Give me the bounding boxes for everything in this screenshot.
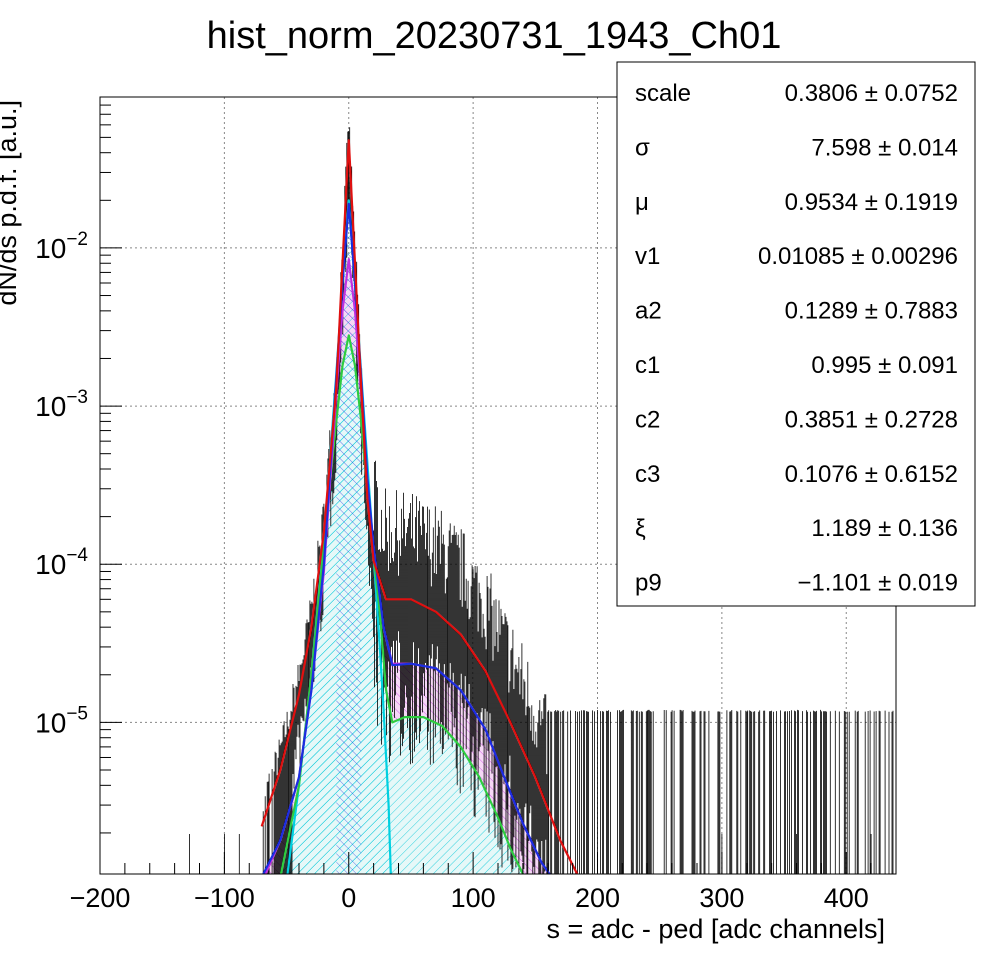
- stats-param-name: scale: [635, 80, 691, 107]
- stats-param-value: −1.101 ± 0.019: [797, 570, 958, 597]
- stats-row: c3 0.1076 ± 0.6152: [635, 461, 958, 488]
- stats-param-value: 7.598 ± 0.014: [811, 134, 958, 161]
- chart-title: hist_norm_20230731_1943_Ch01: [207, 15, 782, 57]
- stats-param-name: μ: [635, 189, 649, 216]
- x-tick-label: 300: [699, 883, 744, 913]
- stats-param-value: 0.1289 ± 0.7883: [785, 298, 958, 325]
- stats-row: c2 0.3851 ± 0.2728: [635, 406, 958, 433]
- stats-row: c1 0.995 ± 0.091: [635, 352, 958, 379]
- y-axis-label: dN/ds p.d.f. [a.u.]: [0, 100, 22, 306]
- x-tick-label: −100: [194, 883, 255, 913]
- stats-param-name: ξ: [635, 515, 646, 542]
- stats-row: v1 0.01085 ± 0.00296: [635, 243, 958, 270]
- stats-param-name: v1: [635, 243, 660, 270]
- stats-row: σ 7.598 ± 0.014: [635, 134, 958, 161]
- stats-param-value: 0.3851 ± 0.2728: [785, 406, 958, 433]
- x-axis-label: s = adc - ped [adc channels]: [547, 914, 885, 944]
- stats-row: p9 −1.101 ± 0.019: [635, 570, 958, 597]
- fit-blue-curve: [262, 202, 551, 874]
- x-tick-label: 400: [824, 883, 869, 913]
- stats-param-name: c3: [635, 461, 660, 488]
- x-axis-ticks: −200 −100 0 100 200 300 400: [70, 852, 897, 913]
- y-tick-label: 10−2: [35, 229, 88, 264]
- stats-param-name: p9: [635, 570, 662, 597]
- x-tick-label: 200: [575, 883, 620, 913]
- y-axis-ticks: 10−2 10−3 10−4 10−5: [35, 96, 122, 834]
- stats-param-value: 0.3806 ± 0.0752: [785, 80, 958, 107]
- stats-param-name: a2: [635, 298, 662, 325]
- stats-param-value: 1.189 ± 0.136: [811, 515, 958, 542]
- x-tick-label: 100: [451, 883, 496, 913]
- stats-param-value: 0.995 ± 0.091: [811, 352, 958, 379]
- stats-param-value: 0.01085 ± 0.00296: [758, 243, 958, 270]
- stats-row: ξ 1.189 ± 0.136: [635, 515, 958, 542]
- stats-param-value: 0.1076 ± 0.6152: [785, 461, 958, 488]
- stats-box: scale 0.3806 ± 0.0752 σ 7.598 ± 0.014 μ 0.953…: [616, 61, 976, 607]
- fit-curves: [260, 139, 579, 874]
- fit-total-curve: [260, 139, 579, 874]
- stats-param-name: c2: [635, 406, 660, 433]
- x-tick-label: 0: [341, 883, 356, 913]
- y-tick-label: 10−4: [35, 545, 88, 580]
- stats-param-value: 0.9534 ± 0.1919: [785, 189, 958, 216]
- stats-row: μ 0.9534 ± 0.1919: [635, 189, 958, 216]
- x-tick-label: −200: [70, 883, 131, 913]
- y-tick-label: 10−3: [35, 387, 88, 422]
- stats-param-name: c1: [635, 352, 660, 379]
- stats-row: scale 0.3806 ± 0.0752: [635, 80, 958, 107]
- stats-param-name: σ: [635, 134, 650, 161]
- y-tick-label: 10−5: [35, 703, 88, 738]
- stats-row: a2 0.1289 ± 0.7883: [635, 298, 958, 325]
